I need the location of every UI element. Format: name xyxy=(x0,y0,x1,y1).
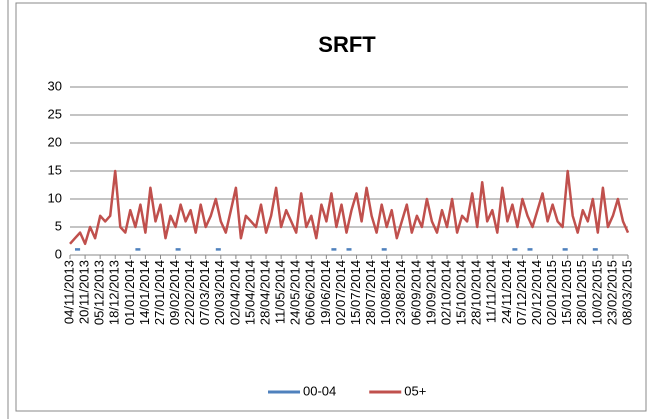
x-tick-label: 28/04/2014 xyxy=(257,260,272,325)
x-tick-label: 09/02/2014 xyxy=(167,260,182,325)
x-tick-label: 20/03/2014 xyxy=(212,260,227,325)
x-tick-label: 28/07/2014 xyxy=(363,260,378,325)
x-tick-label: 10/02/2015 xyxy=(589,260,604,325)
legend-label: 00-04 xyxy=(303,383,336,398)
x-tick-label: 07/12/2014 xyxy=(514,260,529,325)
x-tick-label: 28/01/2015 xyxy=(574,260,589,325)
x-tick-label: 11/05/2014 xyxy=(273,260,288,324)
series-line xyxy=(69,169,630,246)
chart-border xyxy=(15,2,647,412)
y-tick-label: 20 xyxy=(48,134,62,149)
y-tick-label: 25 xyxy=(48,106,62,121)
x-tick-label: 05/12/2013 xyxy=(92,260,107,325)
x-tick-label: 04/11/2013 xyxy=(61,260,76,324)
x-tick-label: 28/10/2014 xyxy=(469,260,484,325)
x-tick-label: 02/01/2015 xyxy=(544,260,559,325)
y-tick-label: 30 xyxy=(48,78,62,93)
x-tick-label: 02/07/2014 xyxy=(333,260,348,325)
x-tick-label: 18/12/2013 xyxy=(107,260,122,325)
x-tick-label: 22/02/2014 xyxy=(182,260,197,325)
x-tick-label: 20/11/2013 xyxy=(77,260,92,324)
x-tick-label: 15/07/2014 xyxy=(348,260,363,325)
y-tick-label: 10 xyxy=(48,190,62,205)
x-tick-label: 19/09/2014 xyxy=(423,260,438,325)
x-tick-label: 15/01/2015 xyxy=(559,260,574,325)
x-tick-label: 23/02/2015 xyxy=(604,260,619,325)
x-tick-label: 19/06/2014 xyxy=(318,260,333,325)
x-tick-label: 02/10/2014 xyxy=(438,260,453,325)
x-tick-label: 15/04/2014 xyxy=(242,260,257,325)
x-tick-label: 14/01/2014 xyxy=(137,260,152,325)
x-tick-label: 06/09/2014 xyxy=(408,260,423,325)
x-tick-label: 20/12/2014 xyxy=(529,260,544,325)
x-tick-label: 23/08/2014 xyxy=(393,260,408,325)
x-tick-label: 06/06/2014 xyxy=(303,260,318,325)
x-tick-label: 01/01/2014 xyxy=(122,260,137,325)
legend-label: 05+ xyxy=(404,383,426,398)
x-tick-label: 02/04/2014 xyxy=(227,260,242,325)
y-tick-label: 15 xyxy=(48,162,62,177)
x-tick-label: 24/11/2014 xyxy=(499,260,514,324)
x-tick-label: 24/05/2014 xyxy=(288,260,303,325)
chart-title: SRFT xyxy=(318,32,376,57)
y-tick-label: 0 xyxy=(55,246,62,261)
x-tick-label: 27/01/2014 xyxy=(152,260,167,325)
x-tick-label: 07/03/2014 xyxy=(197,260,212,325)
x-tick-label: 11/11/2014 xyxy=(484,260,499,323)
x-tick-label: 15/10/2014 xyxy=(454,260,469,325)
x-tick-label: 08/03/2015 xyxy=(619,260,634,325)
y-tick-label: 5 xyxy=(55,218,62,233)
x-tick-label: 10/08/2014 xyxy=(378,260,393,325)
